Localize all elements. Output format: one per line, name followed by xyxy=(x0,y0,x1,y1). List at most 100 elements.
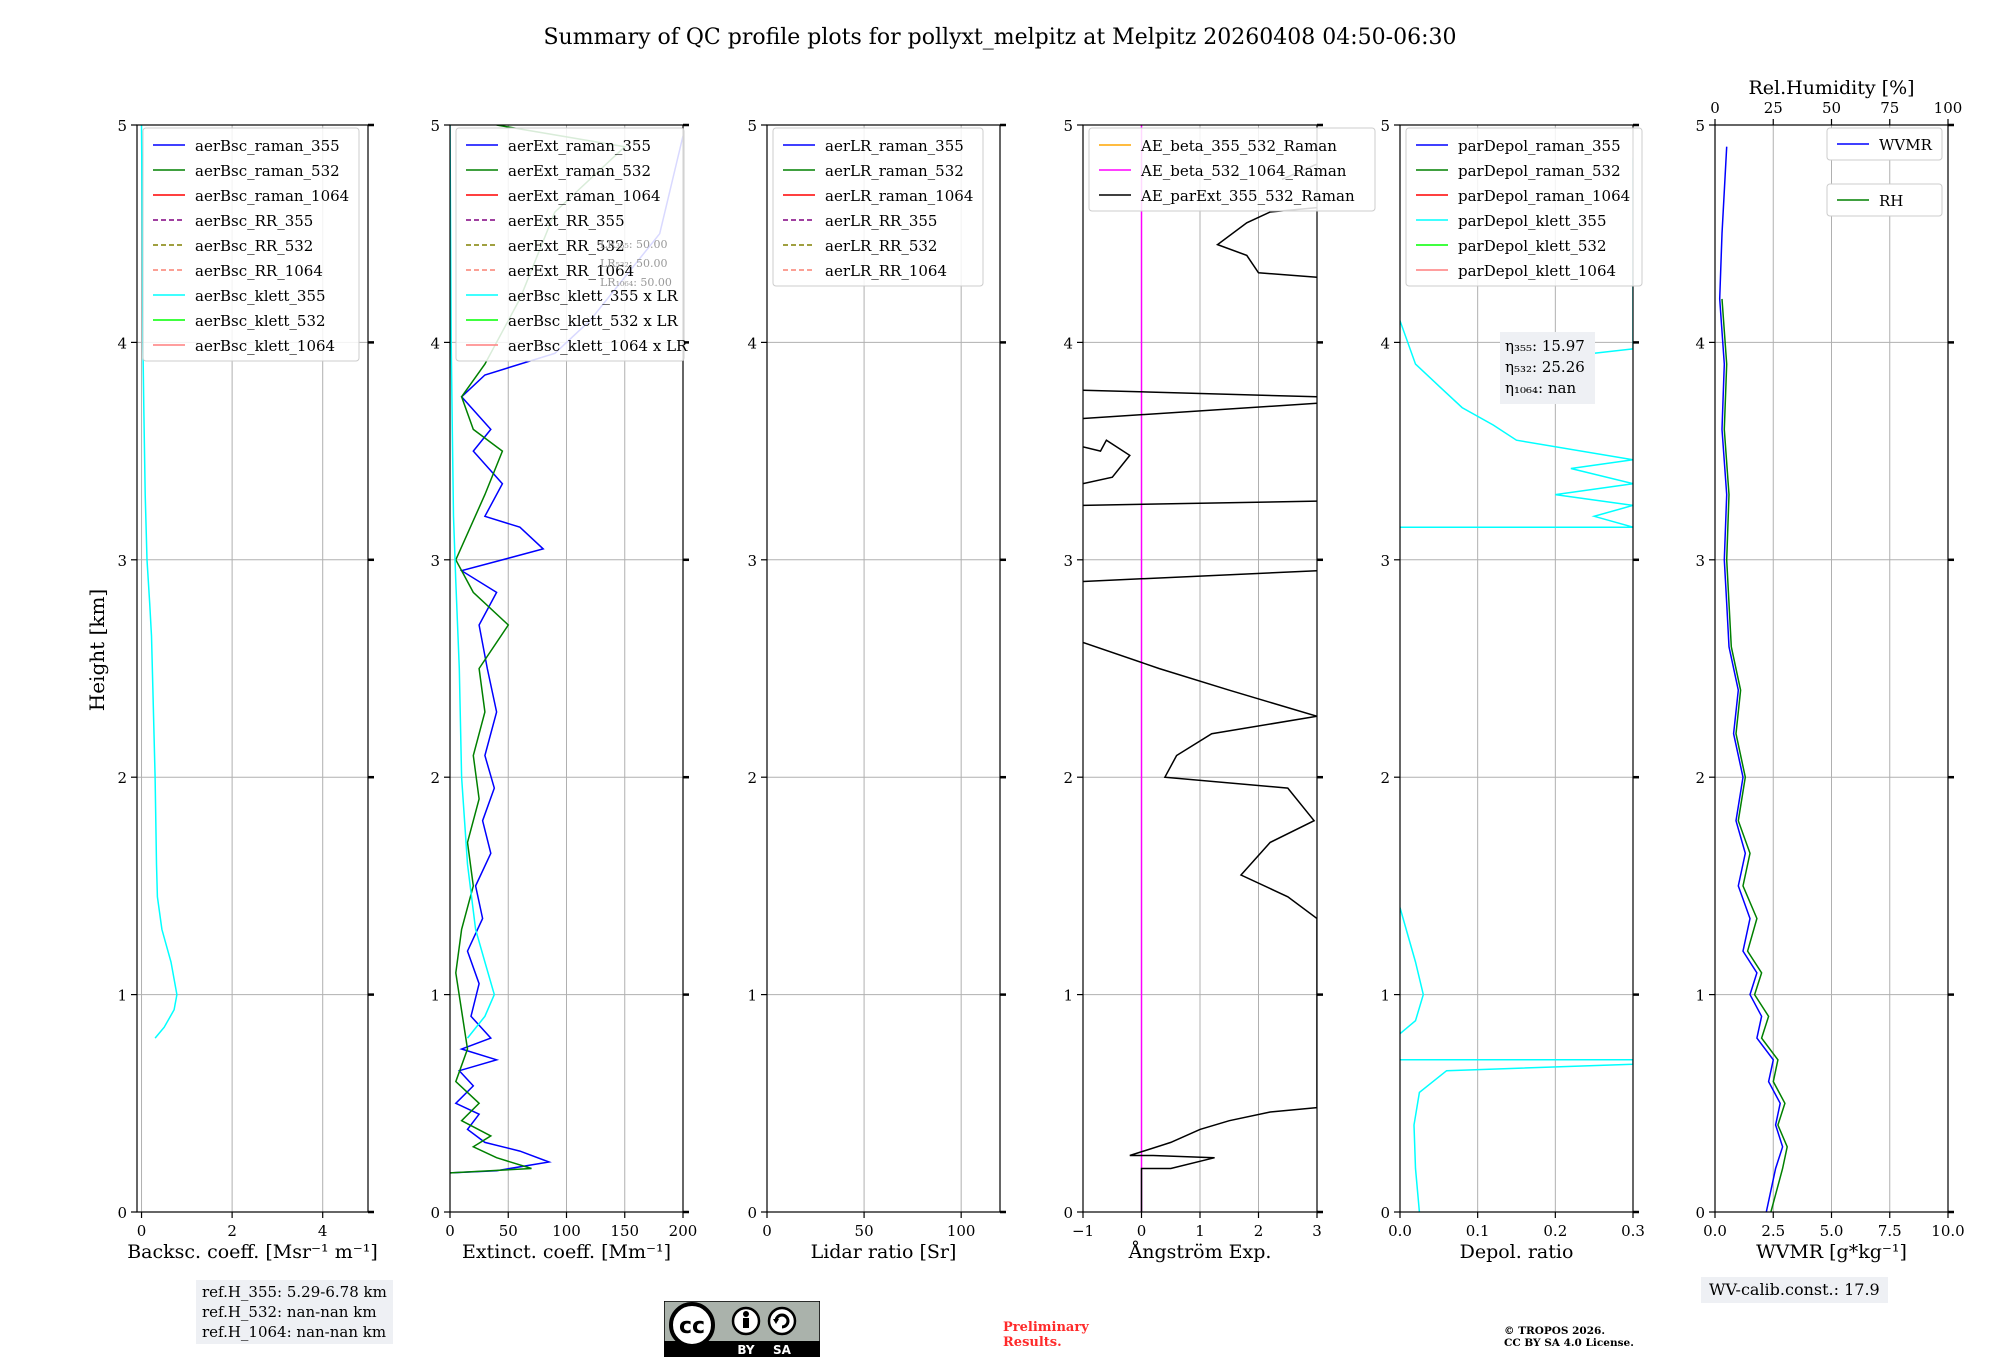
legend-label: aerLR_raman_1064 xyxy=(825,187,973,205)
x-tick-label: 5.0 xyxy=(1820,1222,1844,1240)
x-tick-label: 0 xyxy=(762,1222,772,1240)
lr-label: LR₅₃₂: 50.00 xyxy=(600,257,668,270)
y-tick-label: 1 xyxy=(117,987,127,1005)
x-axis-label: WVMR [g*kg⁻¹] xyxy=(1756,1241,1907,1263)
legend-label: aerExt_raman_355 xyxy=(508,137,651,155)
y-tick-label: 5 xyxy=(1380,117,1390,135)
y-tick-label: 1 xyxy=(1063,987,1073,1005)
x-axis-label: Backsc. coeff. [Msr⁻¹ m⁻¹] xyxy=(127,1241,378,1263)
lr-label: LR₃₅₅: 50.00 xyxy=(600,238,668,251)
legend-label: aerExt_RR_532 xyxy=(508,237,625,255)
x-tick-label: 2 xyxy=(1254,1222,1264,1240)
y-tick-label: 5 xyxy=(1063,117,1073,135)
legend-label: parDepol_klett_532 xyxy=(1458,237,1607,255)
reference-heights-box: ref.H_355: 5.29-6.78 km ref.H_532: nan-n… xyxy=(196,1280,393,1344)
series-aerBsc_klett_355 xyxy=(140,125,178,1039)
svg-text:cc: cc xyxy=(679,1314,705,1339)
series-parDepol_klett_355 xyxy=(1400,1059,1633,1212)
legend-label: aerBsc_klett_532 xyxy=(195,312,326,330)
y-tick-label: 0 xyxy=(1063,1204,1073,1222)
legend-label: aerLR_RR_1064 xyxy=(825,262,947,280)
y-tick-label: 5 xyxy=(1695,117,1705,135)
y-tick-label: 1 xyxy=(1380,987,1390,1005)
legend-label: WVMR xyxy=(1879,136,1933,154)
legend-label: aerLR_raman_532 xyxy=(825,162,964,180)
axes-frame xyxy=(136,124,369,1213)
eta-label: η₁₀₆₄: nan xyxy=(1505,379,1576,397)
legend-box xyxy=(455,127,685,362)
y-tick-label: 4 xyxy=(117,334,127,352)
x-tick-label: 0.0 xyxy=(1703,1222,1727,1240)
y-tick-label: 3 xyxy=(1063,552,1073,570)
legend-label: aerBsc_RR_532 xyxy=(195,237,313,255)
y-tick-label: 4 xyxy=(430,334,440,352)
series-AE_parExt_355_532_Raman_5 xyxy=(1083,389,1317,398)
y-tick-label: 1 xyxy=(747,987,757,1005)
legend-entry: WVMR xyxy=(1826,127,1943,161)
legend-box xyxy=(1826,183,1943,217)
legend-label: RH xyxy=(1879,192,1903,210)
ref-height-1064: ref.H_1064: nan-nan km xyxy=(202,1323,387,1341)
panel-wv: 0 1 2 3 4 5 0.0 2.5 5.0 7.5 10.0 WVMR [g*kg⁻¹] 0 25 50… xyxy=(1695,77,1964,1263)
legend-label: aerLR_raman_355 xyxy=(825,137,964,155)
x-tick-label: 2 xyxy=(227,1222,237,1240)
y-tick-label: 4 xyxy=(1063,334,1073,352)
legend-box xyxy=(142,127,360,362)
x-tick-label: 150 xyxy=(610,1222,639,1240)
series-AE_parExt_355_532_Raman_6 xyxy=(1215,206,1317,278)
cc-by-sa-badge: cc BY SA xyxy=(664,1301,820,1357)
x-tick-label: 0.1 xyxy=(1466,1222,1490,1240)
legend-label: aerBsc_raman_355 xyxy=(195,137,340,155)
copyright-line-1: © TROPOS 2026. xyxy=(1504,1325,1606,1337)
y-tick-label: 2 xyxy=(1063,769,1073,787)
legend-label: parDepol_raman_532 xyxy=(1458,162,1621,180)
legend-label: aerExt_raman_1064 xyxy=(508,187,661,205)
y-tick-label: 3 xyxy=(117,552,127,570)
legend-label: parDepol_klett_1064 xyxy=(1458,262,1616,280)
legend-label: aerLR_RR_532 xyxy=(825,237,937,255)
copyright-note: © TROPOS 2026. CC BY SA 4.0 License. xyxy=(1504,1325,1634,1349)
preliminary-results-note: Preliminary Results. xyxy=(1003,1320,1089,1350)
legend-label: aerExt_RR_355 xyxy=(508,212,625,230)
series-parDepol_klett_355_b xyxy=(1400,907,1425,1035)
series-aerExt_raman_532 xyxy=(450,125,627,1174)
copyright-line-2: CC BY SA 4.0 License. xyxy=(1504,1337,1634,1349)
series-parDepol_klett_355_c xyxy=(1400,320,1633,528)
top-x-tick-label: 75 xyxy=(1880,99,1899,117)
x-axis-label: Depol. ratio xyxy=(1460,1241,1574,1263)
series-AE_parExt_355_532_Raman_2 xyxy=(1083,500,1317,507)
legend-label: aerBsc_klett_355 xyxy=(195,287,326,305)
legend-label: AE_beta_532_1064_Raman xyxy=(1140,162,1347,180)
y-tick-label: 0 xyxy=(747,1204,757,1222)
y-tick-label: 1 xyxy=(430,987,440,1005)
preliminary-line-2: Results. xyxy=(1003,1335,1062,1350)
x-tick-label: 50 xyxy=(855,1222,874,1240)
x-tick-label: 10.0 xyxy=(1931,1222,1964,1240)
y-tick-label: 5 xyxy=(117,117,127,135)
figure-title: Summary of QC profile plots for pollyxt_… xyxy=(543,25,1456,50)
y-tick-label: 1 xyxy=(1695,987,1705,1005)
y-axis-label: Height [km] xyxy=(85,589,109,711)
y-tick-label: 2 xyxy=(1380,769,1390,787)
legend-label: parDepol_raman_355 xyxy=(1458,137,1621,155)
y-tick-label: 2 xyxy=(747,769,757,787)
ref-height-532: ref.H_532: nan-nan km xyxy=(202,1303,377,1321)
x-tick-label: 50 xyxy=(499,1222,518,1240)
top-x-tick-label: 100 xyxy=(1934,99,1963,117)
legend-label: aerBsc_raman_532 xyxy=(195,162,340,180)
x-tick-label: −1 xyxy=(1072,1222,1094,1240)
series-aerBsc_klett_355 x LR xyxy=(450,125,496,1039)
legend-label: AE_beta_355_532_Raman xyxy=(1140,137,1337,155)
legend-label: aerBsc_klett_532 x LR xyxy=(508,312,679,330)
y-tick-label: 4 xyxy=(747,334,757,352)
badge-sa-label: SA xyxy=(773,1343,792,1357)
legend-box xyxy=(1405,127,1643,287)
y-tick-label: 3 xyxy=(430,552,440,570)
legend-box xyxy=(1088,127,1376,212)
x-axis-label: Ångström Exp. xyxy=(1128,1241,1272,1263)
